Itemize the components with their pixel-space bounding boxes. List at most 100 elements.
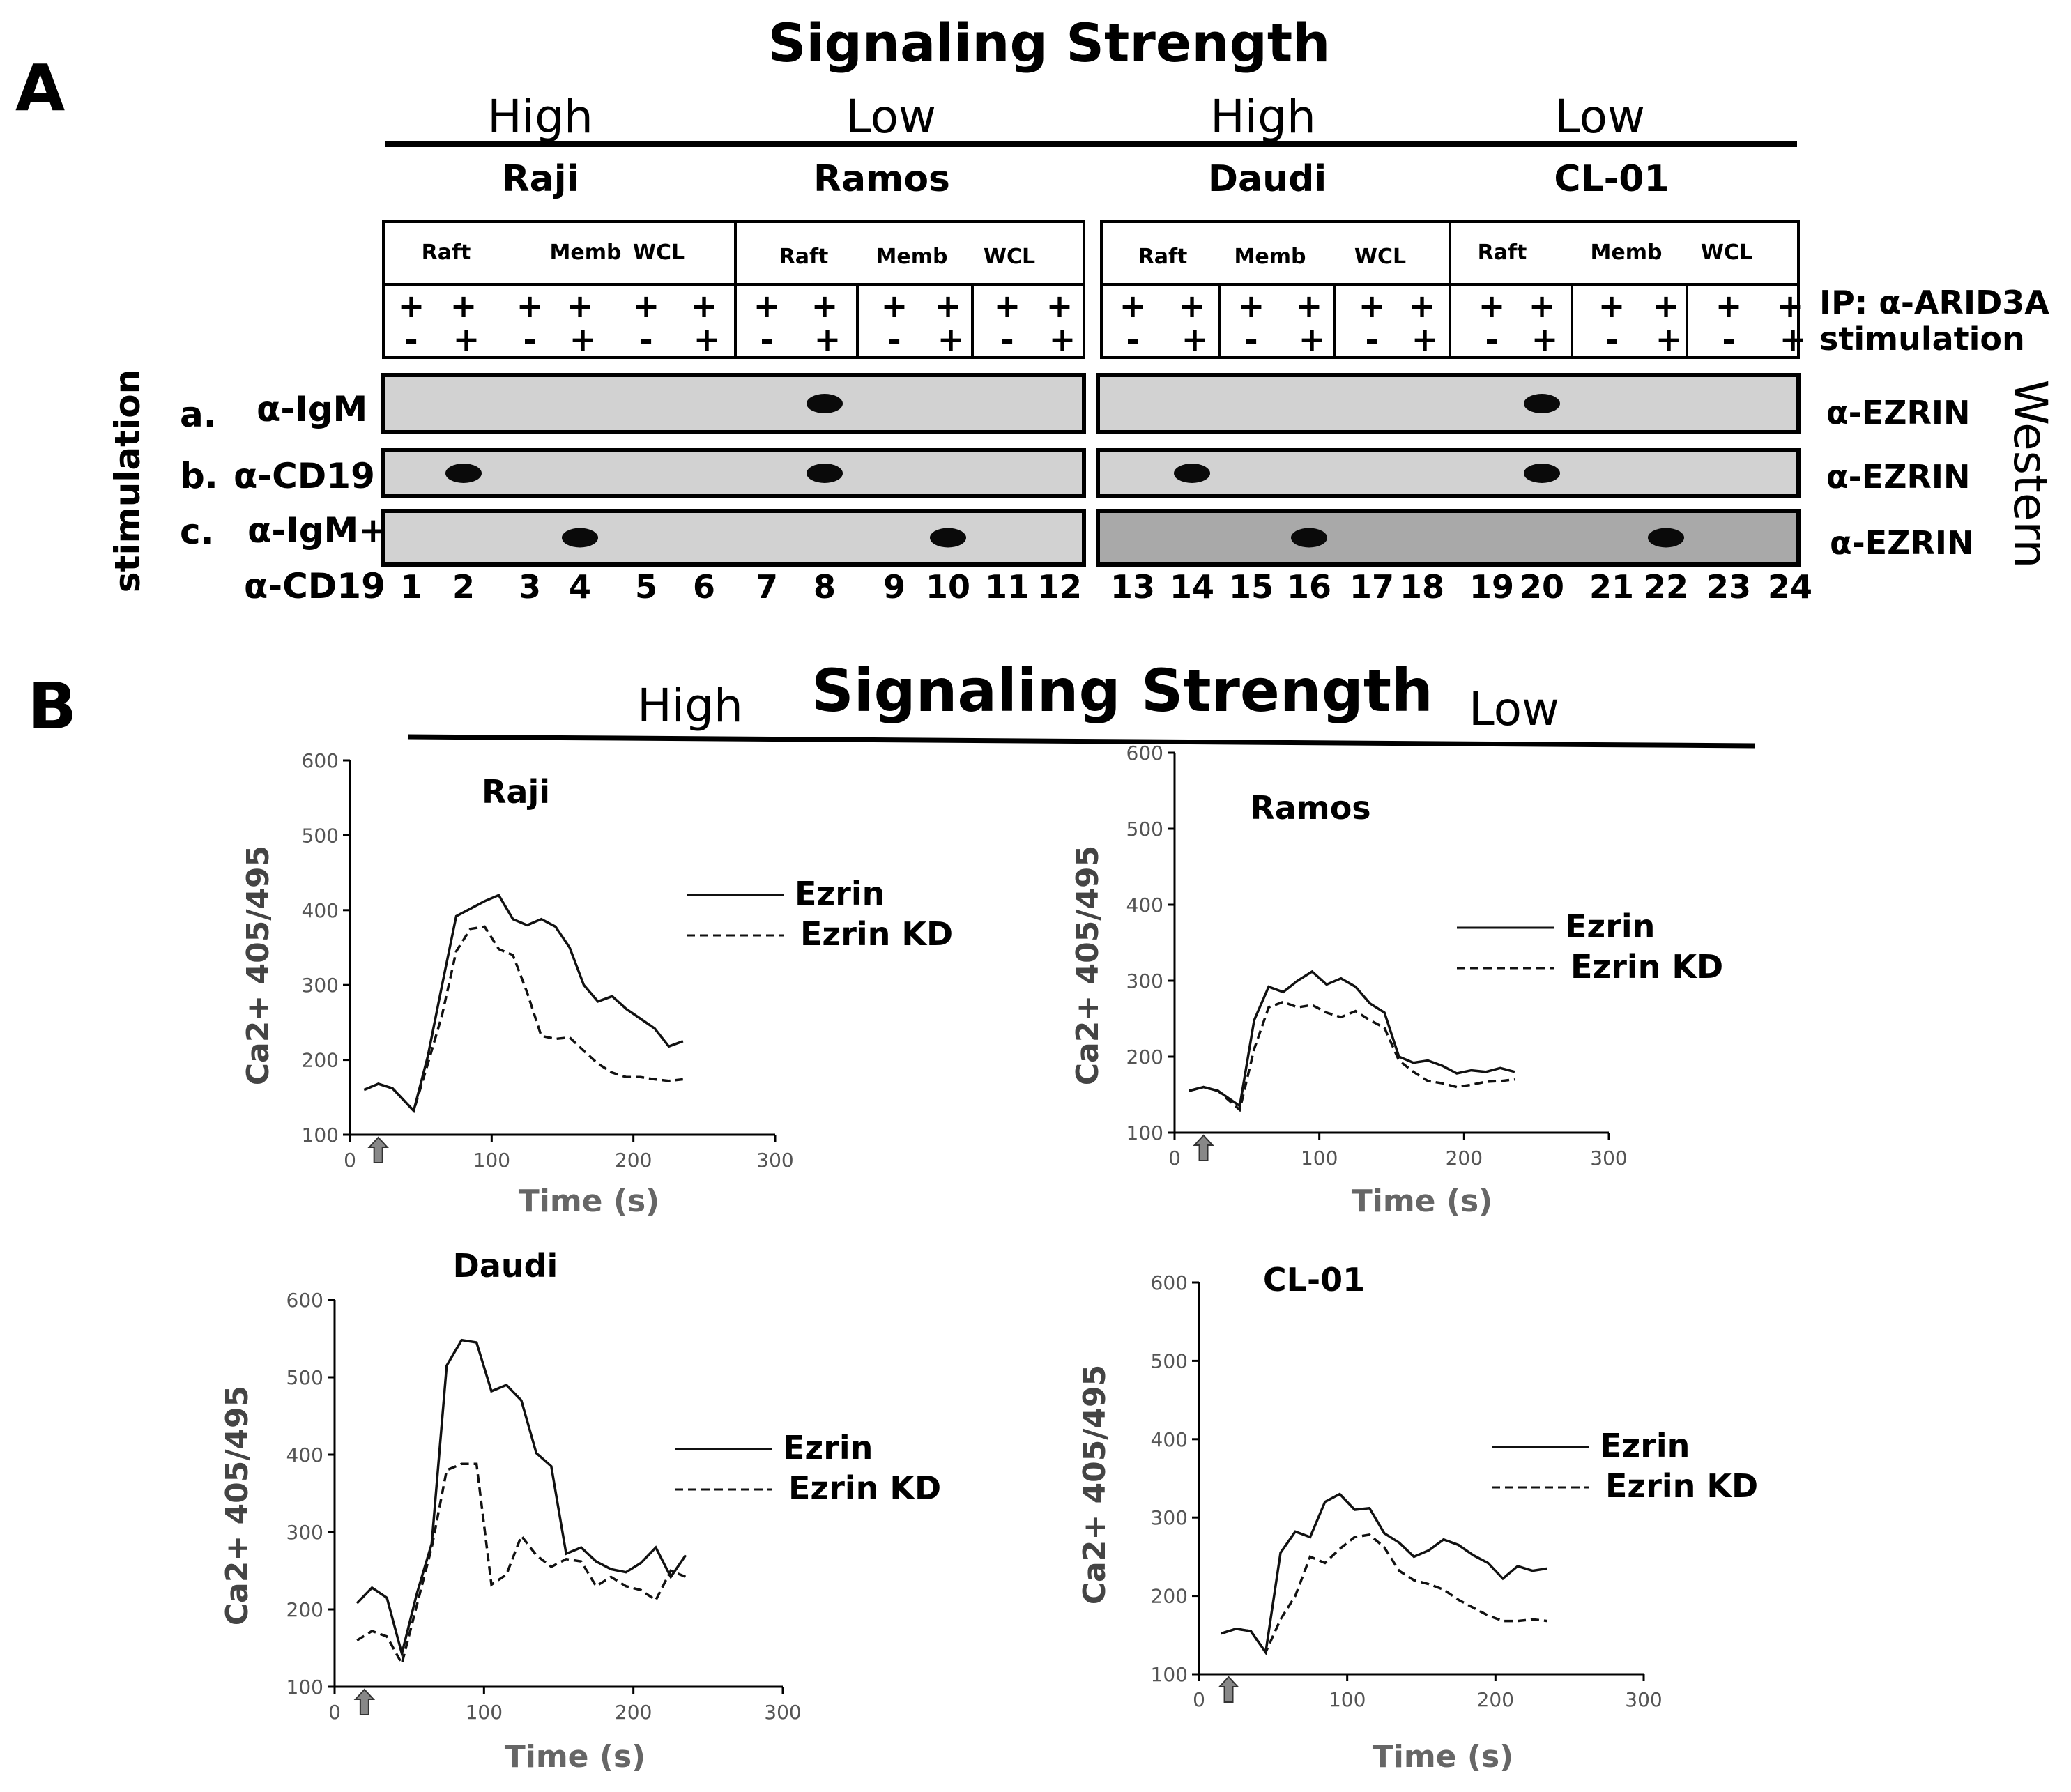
fraction-label-wcl: WCL (1354, 245, 1406, 269)
chart-title: Daudi (453, 1247, 558, 1285)
ezrin-band (807, 394, 843, 413)
y-tick-label: 100 (302, 1124, 339, 1147)
stim-plus-sign: + (814, 321, 841, 358)
stimulation-row-label: stimulation (1819, 320, 2025, 358)
ip-plus-sign: + (1119, 287, 1147, 325)
y-tick-label: 500 (286, 1366, 323, 1389)
y-tick-label: 200 (302, 1049, 339, 1072)
lane-number: 11 (985, 568, 1030, 606)
x-tick-label: 200 (615, 1149, 652, 1172)
stim-plus-sign: + (453, 321, 480, 358)
ip-plus-sign: + (450, 287, 477, 325)
legend-entry: Ezrin KD (1605, 1467, 1758, 1505)
series-line-ezrin (1189, 970, 1515, 1108)
fraction-label-wcl: WCL (984, 245, 1035, 269)
stimulus-arrow-icon (353, 1688, 376, 1715)
lane-number: 22 (1644, 568, 1688, 606)
cell-line-label-1: Raji (502, 158, 579, 200)
series-line-ezrin (356, 1338, 687, 1659)
stim-plus-sign: + (1049, 321, 1076, 358)
lane-number: 1 (400, 568, 422, 606)
fraction-label-wcl: WCL (1701, 240, 1752, 265)
legend-entry: Ezrin (783, 1429, 873, 1466)
ip-plus-sign: + (811, 287, 839, 325)
lane-number: 8 (813, 568, 836, 606)
stim-plus-sign: + (570, 321, 597, 358)
row-b-antibody: α-EZRIN (1826, 458, 1971, 496)
lane-number: 16 (1287, 568, 1331, 606)
stim-minus-sign: - (1605, 321, 1618, 358)
y-axis-label: Ca2+ 405/495 (240, 845, 276, 1086)
y-tick-label: 300 (1151, 1506, 1188, 1529)
fraction-label-raft: Raft (1138, 245, 1188, 269)
y-tick-label: 600 (1126, 742, 1163, 765)
lane-number: 21 (1589, 568, 1634, 606)
y-tick-label: 100 (1126, 1121, 1163, 1144)
lane-numbers: 1 2 3 4 5 6 7 8 9 10 11 12 13 14 15 16 17 18 19 20 21 22 23 24 (400, 568, 1812, 606)
row-c-label: α-IgM+ (247, 510, 388, 551)
ezrin-band (1524, 464, 1560, 483)
stim-minus-sign: - (1485, 321, 1498, 358)
ip-plus-sign: + (754, 287, 781, 325)
cell-line-label-4: CL-01 (1554, 158, 1669, 200)
x-tick-label: 0 (328, 1701, 341, 1724)
lane-number: 14 (1170, 568, 1214, 606)
stim-minus-sign: - (404, 321, 418, 358)
chart-title: CL-01 (1263, 1261, 1365, 1299)
stim-plus-sign: + (1780, 321, 1807, 358)
stim-minus-sign: - (1365, 321, 1378, 358)
fraction-label-raft: Raft (1478, 240, 1527, 265)
stim-plus-sign: + (1182, 321, 1209, 358)
ezrin-band (1291, 528, 1327, 548)
blot-strip-right (1096, 448, 1801, 498)
stim-minus-sign: - (523, 321, 536, 358)
stim-plus-sign: + (1656, 321, 1683, 358)
ezrin-band (1174, 464, 1210, 483)
y-tick-label: 500 (1151, 1349, 1188, 1372)
row-a-label: α-IgM (257, 389, 367, 429)
lane-number: 6 (693, 568, 715, 606)
legend-entry: Ezrin (795, 875, 885, 912)
ezrin-band (1524, 394, 1560, 413)
ip-plus-sign: + (398, 287, 425, 325)
stim-minus-sign: - (1000, 321, 1014, 358)
ip-plus-sign: + (517, 287, 544, 325)
stimulus-arrow-icon (1193, 1134, 1214, 1161)
panel-b-title-rule (407, 734, 1756, 749)
lane-number: 24 (1768, 568, 1812, 606)
x-tick-label: 300 (756, 1149, 793, 1172)
fraction-labels: Raft Memb WCL Raft Memb WCL Raft Memb WCL Raft Mem… (422, 240, 1752, 269)
ip-plus-sign: + (1715, 287, 1743, 325)
ezrin-band (930, 528, 966, 548)
ip-plus-sign: + (881, 287, 908, 325)
y-tick-label: 300 (302, 974, 339, 997)
row-c-letter: c. (180, 512, 214, 552)
fraction-label-memb: Memb (1591, 240, 1663, 265)
y-tick-label: 100 (286, 1676, 323, 1699)
series-line-ezrin (363, 894, 684, 1114)
series-line-ezrin-kd (1221, 1533, 1547, 1655)
panel-b-high-label: High (637, 679, 743, 733)
lane-number: 4 (569, 568, 591, 606)
side-stimulation-label: stimulation (107, 369, 148, 592)
row-c-label-line2: α-CD19 (244, 566, 385, 606)
ezrin-band (445, 464, 482, 483)
ip-plus-sign: + (1777, 287, 1804, 325)
blot-strip-left (381, 509, 1086, 567)
y-axis-label: Ca2+ 405/495 (1077, 1365, 1113, 1605)
stim-minus-sign: - (1244, 321, 1258, 358)
strength-label-3: High (1210, 90, 1316, 144)
x-tick-label: 100 (473, 1149, 510, 1172)
x-tick-label: 100 (466, 1701, 503, 1724)
y-tick-label: 400 (1126, 894, 1163, 917)
legend-entry: Ezrin KD (788, 1469, 941, 1507)
x-tick-label: 0 (1168, 1147, 1181, 1170)
ip-plus-sign: + (1179, 287, 1206, 325)
panel-b-title: Signaling Strength (811, 657, 1433, 725)
ip-plus-sign: + (691, 287, 718, 325)
ip-plus-sign: + (567, 287, 594, 325)
x-tick-label: 0 (1193, 1688, 1205, 1711)
x-tick-label: 300 (1590, 1147, 1627, 1170)
